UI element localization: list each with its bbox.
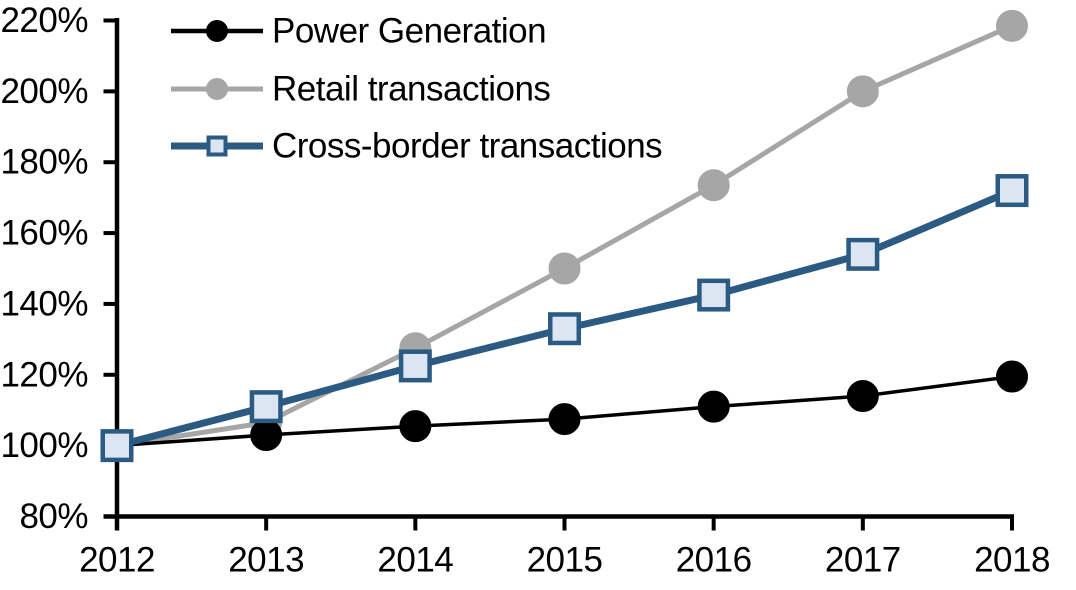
legend-marker-power-generation (206, 20, 228, 42)
marker-power-generation-2015 (548, 403, 581, 436)
marker-retail-transactions-2017 (846, 75, 879, 108)
x-tick-label-2013: 2013 (228, 541, 304, 580)
marker-power-generation-2018 (996, 360, 1029, 393)
y-tick-label-180: 180% (0, 143, 88, 182)
marker-power-generation-2017 (846, 380, 879, 413)
y-tick-label-160: 160% (0, 214, 88, 253)
marker-cross-border-transactions-2016 (697, 278, 731, 312)
x-tick-label-2014: 2014 (377, 541, 453, 580)
y-tick-label-140: 140% (0, 284, 88, 323)
y-tick-label-80: 80% (19, 497, 88, 536)
marker-cross-border-transactions-2017 (846, 237, 880, 271)
marker-retail-transactions-2018 (996, 9, 1029, 42)
legend-marker-cross-border-transactions (206, 135, 228, 157)
legend-marker-retail-transactions (206, 78, 228, 100)
legend-label-cross-border-transactions: Cross-border transactions (272, 127, 662, 166)
y-tick-label-220: 220% (0, 1, 88, 40)
y-tick-label-100: 100% (0, 426, 88, 465)
marker-power-generation-2013 (250, 419, 283, 452)
y-tick-label-200: 200% (0, 72, 88, 111)
marker-power-generation-2016 (697, 390, 730, 423)
marker-power-generation-2014 (399, 410, 432, 443)
x-tick-label-2015: 2015 (527, 541, 603, 580)
marker-retail-transactions-2016 (697, 169, 730, 202)
x-tick-label-2012: 2012 (79, 541, 155, 580)
legend-label-power-generation: Power Generation (272, 12, 546, 51)
marker-cross-border-transactions-2012 (100, 429, 134, 463)
marker-cross-border-transactions-2013 (249, 390, 283, 424)
legend-label-retail-transactions: Retail transactions (272, 70, 550, 109)
y-tick-label-120: 120% (0, 355, 88, 394)
marker-cross-border-transactions-2018 (995, 174, 1029, 208)
marker-cross-border-transactions-2014 (398, 349, 432, 383)
x-tick-label-2018: 2018 (974, 541, 1050, 580)
marker-retail-transactions-2015 (548, 252, 581, 285)
x-tick-label-2016: 2016 (676, 541, 752, 580)
marker-cross-border-transactions-2015 (548, 312, 582, 346)
x-tick-label-2017: 2017 (825, 541, 901, 580)
